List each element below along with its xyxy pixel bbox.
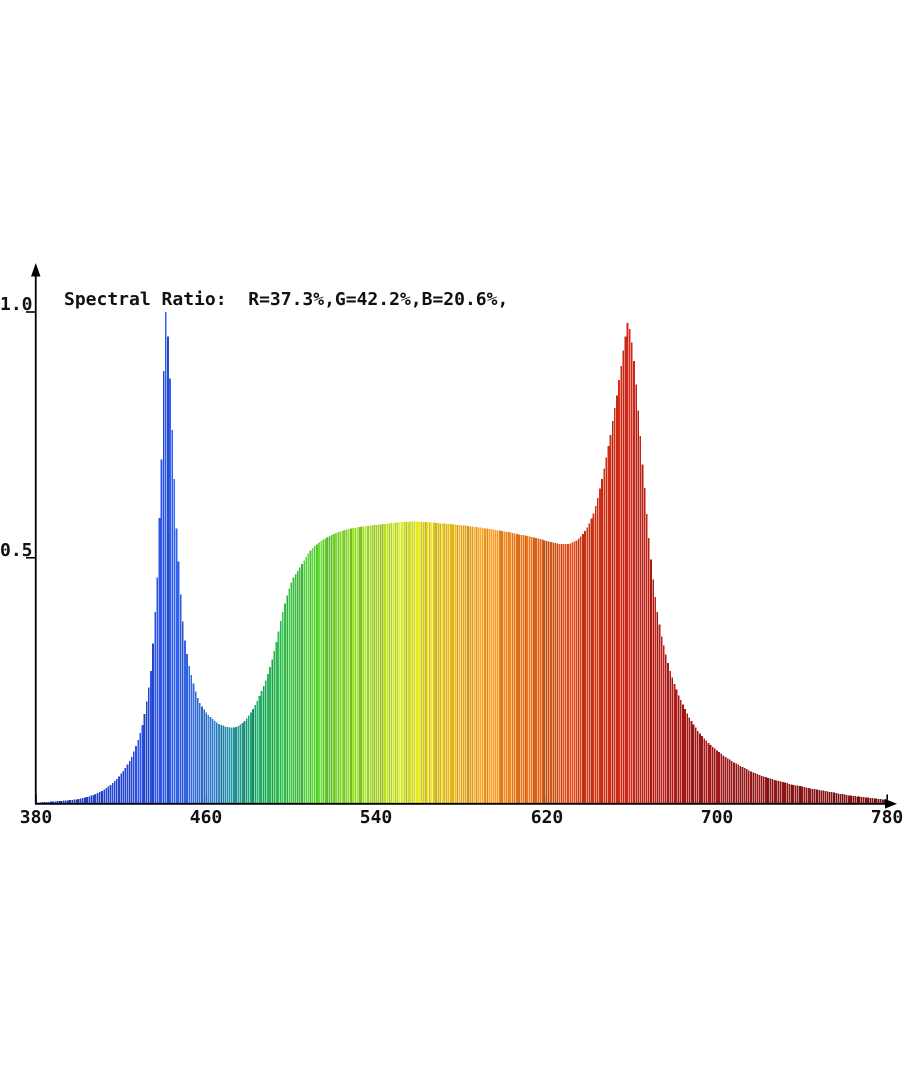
- x-tick-label-380: 380: [19, 807, 53, 828]
- axes: [26, 263, 897, 809]
- x-tick-label-780: 780: [870, 807, 904, 828]
- x-tick-label-700: 700: [700, 807, 734, 828]
- chart-title: Spectral Ratio: R=37.3%,G=42.2%,B=20.6%,: [64, 289, 509, 310]
- x-tick-label-540: 540: [359, 807, 393, 828]
- x-axis-arrow-icon: [885, 799, 897, 809]
- x-tick-label-460: 460: [189, 807, 223, 828]
- y-axis-arrow-icon: [31, 263, 41, 277]
- spectrum-bars: [35, 312, 889, 804]
- y-tick-label-0-5: 0.5: [0, 540, 33, 561]
- x-tick-label-620: 620: [530, 807, 564, 828]
- y-tick-label-1-0: 1.0: [0, 294, 33, 315]
